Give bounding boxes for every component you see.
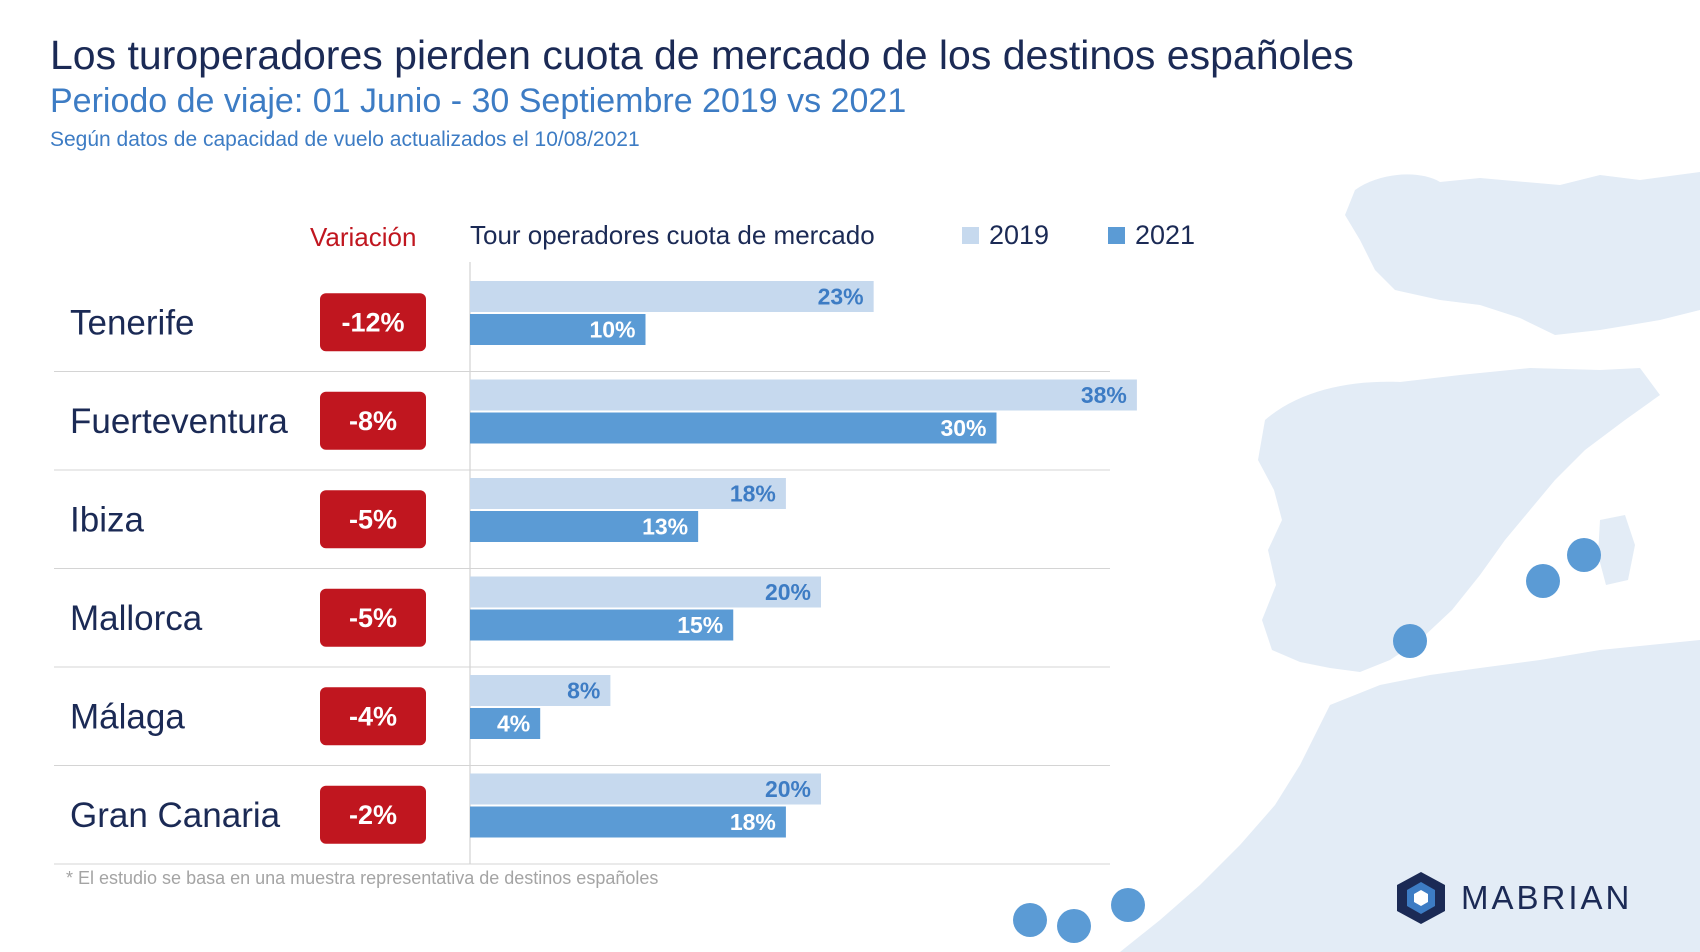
legend-swatch-2021	[1108, 227, 1125, 244]
logo-text: MABRIAN	[1461, 879, 1633, 916]
source-note: Según datos de capacidad de vuelo actual…	[50, 128, 640, 151]
canary-dot-3	[1111, 888, 1145, 922]
canary-dot-1	[1013, 903, 1047, 937]
data-label-2021-ibiza: 13%	[642, 514, 688, 540]
variation-header: Variación	[310, 222, 417, 252]
data-label-2021-malaga: 4%	[497, 711, 530, 737]
variation-badge-fuerteventura	[320, 391, 426, 450]
legend-item-2021: 2021	[1108, 220, 1195, 251]
mallorca-dot	[1567, 538, 1601, 572]
variation-badge-tenerife	[320, 293, 426, 352]
legend-swatch-2019	[962, 227, 979, 244]
variation-badge-malaga	[320, 687, 426, 746]
page-title: Los turoperadores pierden cuota de merca…	[50, 32, 1354, 78]
legend-item-2019: 2019	[962, 220, 1049, 251]
data-label-2021-fuerteventura: 30%	[940, 415, 986, 441]
category-label-tenerife: Tenerife	[70, 303, 195, 342]
data-label-2019-ibiza: 18%	[730, 481, 776, 507]
bar-2021-gran-canaria	[470, 806, 786, 838]
category-label-gran-canaria: Gran Canaria	[70, 796, 281, 835]
variation-badge-gran-canaria	[320, 785, 426, 844]
canary-dot-2	[1057, 909, 1091, 943]
data-label-2021-gran-canaria: 18%	[730, 809, 776, 835]
mabrian-hexagon-logo-icon	[1397, 872, 1445, 924]
variation-badge-mallorca	[320, 588, 426, 647]
bar-2019-ibiza	[470, 478, 786, 509]
data-label-2019-malaga: 8%	[567, 678, 600, 704]
data-label-2019-mallorca: 20%	[765, 579, 811, 605]
africa-coast-shape	[1120, 640, 1700, 952]
bar-2021-mallorca	[470, 609, 734, 641]
bar-2021-fuerteventura	[470, 412, 997, 444]
variation-badge-ibiza	[320, 490, 426, 549]
category-label-ibiza: Ibiza	[70, 500, 144, 539]
data-label-2021-mallorca: 15%	[677, 612, 723, 638]
page-subtitle: Periodo de viaje: 01 Junio - 30 Septiemb…	[50, 82, 907, 120]
data-label-2019-gran-canaria: 20%	[765, 776, 811, 802]
iberian-peninsula-shape	[1258, 368, 1660, 672]
bar-2019-malaga	[470, 675, 611, 706]
bar-2021-ibiza	[470, 511, 699, 542]
variation-label-mallorca: -5%	[349, 603, 397, 633]
chart-header: Tour operadores cuota de mercado	[470, 220, 875, 250]
bar-2021-malaga	[470, 708, 541, 739]
legend-label-2021: 2021	[1135, 220, 1196, 250]
ibiza-dot	[1526, 564, 1560, 598]
bar-2019-gran-canaria	[470, 773, 821, 805]
variation-label-fuerteventura: -8%	[349, 406, 397, 436]
data-label-2019-tenerife: 23%	[818, 284, 864, 310]
variation-label-ibiza: -5%	[349, 504, 397, 534]
footnote: * El estudio se basa en una muestra repr…	[66, 868, 659, 888]
variation-label-gran-canaria: -2%	[349, 800, 397, 830]
mabrian-logo: MABRIAN	[1395, 870, 1632, 926]
bar-2021-tenerife	[470, 314, 646, 345]
bar-2019-fuerteventura	[470, 379, 1137, 411]
bar-2019-mallorca	[470, 576, 821, 608]
data-label-2021-tenerife: 10%	[589, 317, 635, 343]
variation-label-malaga: -4%	[349, 701, 397, 731]
data-label-2019-fuerteventura: 38%	[1081, 382, 1127, 408]
malaga-dot	[1393, 624, 1427, 658]
bar-2019-tenerife	[470, 281, 874, 312]
category-label-mallorca: Mallorca	[70, 599, 203, 638]
category-label-fuerteventura: Fuerteventura	[70, 402, 288, 441]
sardinia-shape	[1598, 515, 1635, 585]
north-coast-shape	[1345, 172, 1700, 335]
category-label-malaga: Málaga	[70, 697, 185, 736]
variation-label-tenerife: -12%	[341, 307, 404, 337]
legend-label-2019: 2019	[989, 220, 1050, 250]
